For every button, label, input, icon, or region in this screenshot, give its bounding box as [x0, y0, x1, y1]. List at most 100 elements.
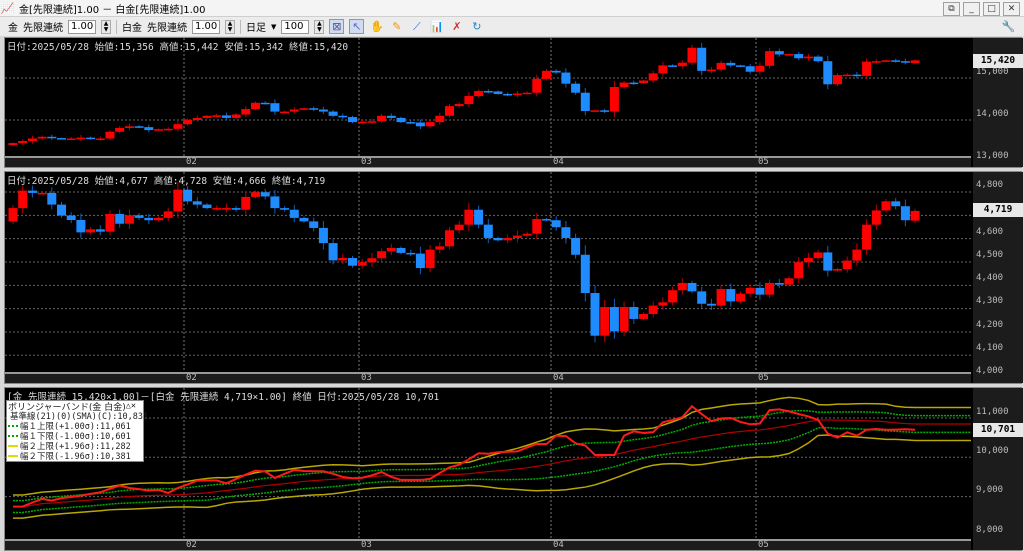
- chart-settings-icon[interactable]: ⊠: [329, 19, 345, 34]
- date-label: 02: [186, 373, 197, 383]
- platinum-price-axis[interactable]: 4,800 4,600 4,500 4,400 4,300 4,200 4,10…: [973, 172, 1023, 383]
- tick: 4,100: [976, 343, 1004, 353]
- candle-body: [386, 115, 396, 118]
- candle-body: [862, 61, 872, 76]
- gold-price-axis[interactable]: 15,000 14,000 13,000 15,420: [973, 38, 1023, 167]
- candle-body: [803, 258, 813, 263]
- date-label: 03: [361, 157, 372, 167]
- candle-body: [280, 111, 290, 114]
- date-label: 03: [361, 540, 372, 550]
- candle-body: [668, 65, 678, 67]
- wrench-icon[interactable]: 🔧: [1001, 20, 1016, 33]
- spread-plot[interactable]: [金 先限連続 15,420×1.00]－[白金 先限連続 4,719×1.00…: [5, 388, 971, 539]
- candle-body: [668, 290, 678, 303]
- upper-band-2: [13, 396, 971, 496]
- candle-body: [881, 60, 891, 62]
- select-cursor-icon[interactable]: ↖: [349, 19, 365, 34]
- candle-body: [251, 192, 260, 197]
- bollinger-legend[interactable]: ボリンジャーバンド(金 白金) △ ✕ 基準線(21)(0)(SMA)(C):10,…: [6, 400, 148, 462]
- candle-body: [396, 117, 406, 123]
- bar-count-spinner[interactable]: ▲ ▼: [314, 19, 325, 34]
- candle-body: [551, 220, 561, 228]
- swatch: [8, 455, 18, 457]
- candle-body: [241, 109, 251, 115]
- symbol2-label[interactable]: 白金: [122, 23, 142, 34]
- multiplier2-spinner[interactable]: ▲ ▼: [225, 19, 235, 34]
- tick: 4,500: [976, 250, 1004, 260]
- close-icon[interactable]: ✕: [130, 401, 137, 411]
- date-label: 02: [186, 540, 197, 550]
- candle-body: [561, 72, 571, 84]
- candle-body: [270, 196, 280, 209]
- refresh-icon[interactable]: ↻: [472, 20, 482, 33]
- line-tool-icon[interactable]: ⟋: [413, 19, 421, 33]
- minimize-button[interactable]: _: [963, 2, 980, 16]
- candle-body: [27, 138, 37, 141]
- swatch: [8, 425, 18, 427]
- candle-body: [115, 127, 125, 132]
- bar-count-input[interactable]: 100: [281, 19, 310, 34]
- chevron-down-icon[interactable]: ▼: [271, 22, 277, 31]
- candle-body: [629, 307, 639, 319]
- candle-body: [503, 237, 513, 241]
- candle-body: [716, 62, 726, 70]
- triangle-icon[interactable]: △: [125, 401, 131, 411]
- spread-value-axis[interactable]: 11,000 10,000 9,000 8,000 10,701: [973, 388, 1023, 550]
- date-label: 04: [553, 373, 564, 383]
- legend-item: 幅２上限(+1.96σ):11,282: [8, 441, 142, 452]
- gold-chart-panel[interactable]: 日付:2025/05/28 始値:15,356 高値:15,442 安値:15,…: [4, 37, 1023, 168]
- candle-body: [348, 258, 357, 266]
- candle-body: [251, 102, 260, 110]
- restore-icon[interactable]: ⧉: [943, 2, 960, 16]
- candle-body: [154, 217, 163, 221]
- candle-body: [609, 86, 619, 112]
- bollinger-chart: [5, 388, 971, 539]
- contract1-label[interactable]: 先限連続: [23, 23, 63, 34]
- candle-body: [134, 126, 144, 128]
- indicator-icon[interactable]: 📊: [430, 20, 444, 33]
- lower-band-2: [13, 434, 971, 519]
- candle-body: [648, 305, 658, 315]
- candle-body: [677, 62, 687, 67]
- gold-candles: [5, 38, 971, 156]
- candle-body: [386, 247, 396, 252]
- contract2-label[interactable]: 先限連続: [147, 23, 187, 34]
- platinum-chart-panel[interactable]: 日付:2025/05/28 始値:4,677 高値:4,728 安値:4,666…: [4, 171, 1023, 384]
- maximize-button[interactable]: □: [983, 2, 1000, 16]
- close-button[interactable]: ✕: [1003, 2, 1020, 16]
- legend-title: ボリンジャーバンド(金 白金): [8, 402, 126, 413]
- candle-body: [212, 208, 222, 210]
- candle-body: [454, 224, 464, 231]
- period-select[interactable]: 日足: [246, 23, 266, 34]
- window-title: 金[先限連続]1.00 － 白金[先限連続]1.00: [19, 4, 206, 16]
- gold-plot[interactable]: 日付:2025/05/28 始値:15,356 高値:15,442 安値:15,…: [5, 38, 971, 156]
- candle-body: [454, 104, 464, 107]
- candle-body: [445, 106, 454, 116]
- candle-body: [483, 91, 493, 93]
- candle-body: [212, 115, 222, 117]
- multiplier2-input[interactable]: 1.00: [192, 19, 220, 34]
- multiplier1-input[interactable]: 1.00: [68, 19, 96, 34]
- candle-body: [163, 128, 173, 131]
- delete-lines-icon[interactable]: ✗: [452, 20, 462, 33]
- candle-body: [755, 65, 765, 72]
- candle-body: [852, 249, 862, 261]
- pencil-icon[interactable]: ✎: [392, 20, 402, 33]
- candle-body: [803, 56, 813, 59]
- candle-body: [328, 111, 338, 116]
- hand-icon[interactable]: ✋: [370, 20, 384, 33]
- date-label: 05: [758, 373, 769, 383]
- platinum-plot[interactable]: 日付:2025/05/28 始値:4,677 高値:4,728 安値:4,666…: [5, 172, 971, 372]
- candle-body: [464, 209, 474, 225]
- date-label: 04: [553, 540, 564, 550]
- tick: 14,000: [976, 109, 1009, 119]
- legend-label: 幅１上限(+1.00σ):11,061: [20, 422, 131, 432]
- tick: 4,000: [976, 366, 1004, 376]
- candle-body: [445, 230, 454, 247]
- legend-label: 基準線(21)(0)(SMA)(C):10,831: [10, 412, 149, 422]
- candle-body: [774, 51, 784, 55]
- spread-chart-panel[interactable]: [金 先限連続 15,420×1.00]－[白金 先限連続 4,719×1.00…: [4, 387, 1023, 551]
- upper-band-1: [13, 409, 971, 502]
- symbol1-label[interactable]: 金: [8, 23, 18, 34]
- multiplier1-spinner[interactable]: ▲ ▼: [101, 19, 111, 34]
